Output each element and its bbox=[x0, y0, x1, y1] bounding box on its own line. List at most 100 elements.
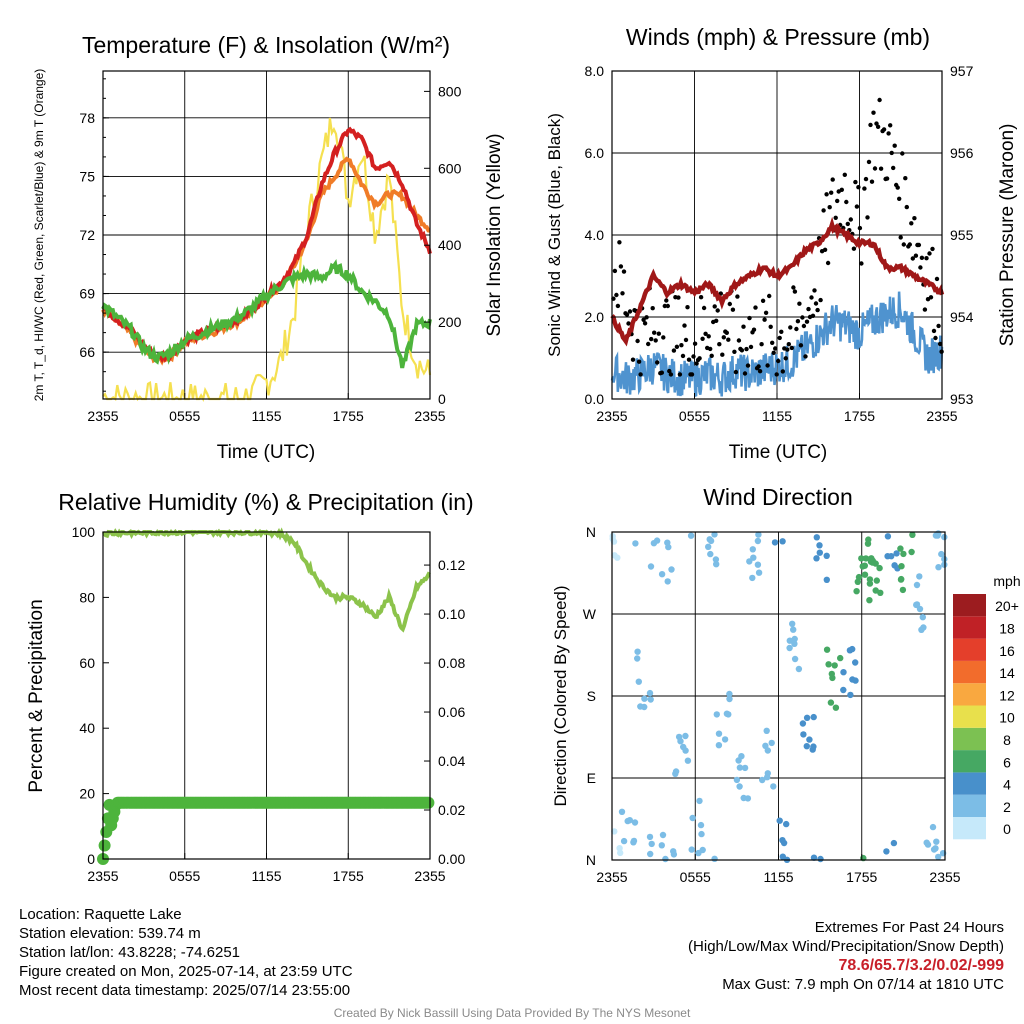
wind-direction-point bbox=[816, 549, 823, 556]
wind-direction-point bbox=[891, 562, 898, 569]
gust-point bbox=[927, 251, 932, 256]
gust-point bbox=[798, 343, 804, 348]
wind-direction-point bbox=[941, 533, 948, 541]
colorbar-swatch bbox=[953, 638, 986, 661]
wind-direction-point bbox=[713, 711, 720, 718]
wind-direction-point bbox=[849, 645, 856, 653]
y-tick-label-right: 957 bbox=[950, 63, 974, 79]
wind-direction-point bbox=[768, 739, 775, 747]
gust-point bbox=[759, 342, 764, 347]
gust-point bbox=[689, 372, 695, 377]
wind-direction-point bbox=[862, 555, 870, 562]
wind-direction-point bbox=[791, 655, 799, 663]
wind-direction-point bbox=[872, 587, 879, 594]
wind-direction-point bbox=[659, 831, 667, 839]
gust-point bbox=[706, 334, 711, 339]
wind-direction-point bbox=[634, 655, 641, 662]
gust-point bbox=[795, 319, 801, 324]
x-tick-label: 1755 bbox=[333, 408, 364, 424]
colorbar-label: 18 bbox=[999, 620, 1015, 636]
gust-point bbox=[717, 342, 722, 347]
gust-point bbox=[676, 295, 681, 300]
wind-direction-point bbox=[935, 564, 942, 571]
wind-direction-point bbox=[647, 563, 655, 570]
max-gust: Max Gust: 7.9 mph On 07/14 at 1810 UTC bbox=[722, 976, 1004, 993]
gust-point bbox=[683, 337, 689, 343]
gust-point bbox=[924, 256, 929, 261]
colorbar-swatch bbox=[953, 727, 986, 751]
y-tick-label: 80 bbox=[79, 589, 95, 605]
gust-point bbox=[833, 215, 838, 220]
wind-direction-point bbox=[817, 855, 824, 863]
wind-direction-point bbox=[916, 605, 924, 613]
wind-direction-point bbox=[749, 574, 756, 582]
y-tick-label-right: 0.06 bbox=[438, 704, 465, 720]
gust-point bbox=[818, 297, 823, 303]
y-tick-label-right: 0.10 bbox=[438, 606, 465, 622]
gust-point bbox=[736, 338, 742, 343]
wind-direction-point bbox=[803, 714, 811, 721]
wind-direction-point bbox=[646, 833, 654, 841]
humidity-ticks: 2355 0555 1155 1755 23550204060801000.000.02… bbox=[72, 524, 466, 884]
gust-point bbox=[779, 329, 784, 334]
x-tick-label: 2355 bbox=[414, 408, 445, 424]
gust-point bbox=[664, 298, 669, 303]
extremes-values: 78.6/65.7/3.2/0.02/-999 bbox=[838, 957, 1004, 974]
gust-point bbox=[842, 172, 847, 177]
x-tick-label: 1155 bbox=[251, 408, 281, 424]
wind-direction-point bbox=[696, 797, 703, 805]
gust-point bbox=[866, 159, 872, 165]
extremes-heading: Extremes For Past 24 Hours bbox=[814, 919, 1004, 936]
gust-point bbox=[697, 356, 702, 361]
gust-point bbox=[936, 323, 941, 329]
gust-point bbox=[777, 335, 782, 341]
colorbar-label: 10 bbox=[999, 710, 1015, 726]
gust-point bbox=[827, 205, 832, 210]
y-tick-label: 0.0 bbox=[585, 391, 605, 407]
wind-direction-point bbox=[759, 776, 766, 784]
gust-point bbox=[928, 295, 934, 300]
gust-point bbox=[680, 353, 686, 359]
wind-direction-point bbox=[770, 783, 777, 790]
direction-tick-label: N bbox=[586, 852, 596, 868]
gust-point bbox=[721, 335, 726, 340]
precipitation-point bbox=[98, 839, 111, 852]
data-timestamp: Most recent data timestamp: 2025/07/14 2… bbox=[19, 982, 351, 999]
gust-point bbox=[732, 349, 737, 354]
wind-direction-point bbox=[733, 776, 741, 784]
winds-grid bbox=[612, 71, 942, 399]
y-tick-label-right: 400 bbox=[438, 237, 462, 253]
gust-point bbox=[677, 372, 683, 377]
wind-direction-point bbox=[711, 855, 718, 862]
x-tick-label: 1155 bbox=[251, 868, 281, 884]
wind-direction-point bbox=[884, 553, 891, 560]
wind-direction-point bbox=[795, 665, 803, 673]
gust-point bbox=[652, 330, 657, 335]
wind-direction-point bbox=[853, 588, 860, 595]
colorbar-label: 14 bbox=[999, 665, 1015, 681]
wind-direction-point bbox=[689, 814, 696, 822]
gust-point bbox=[888, 123, 893, 128]
wind-direction-point bbox=[668, 566, 675, 573]
wind-direction-point bbox=[932, 532, 940, 539]
gust-point bbox=[848, 217, 853, 222]
wind-direction-point bbox=[941, 561, 948, 568]
x-tick-label: 0555 bbox=[169, 408, 200, 424]
gust-point bbox=[726, 337, 731, 342]
extremes-subheading: (High/Low/Max Wind/Precipitation/Snow De… bbox=[688, 938, 1004, 955]
gust-point bbox=[806, 306, 811, 312]
wind-direction-point bbox=[791, 635, 798, 643]
gust-point bbox=[747, 315, 752, 321]
wind-direction-point bbox=[810, 713, 817, 721]
wind-direction-point bbox=[913, 581, 921, 589]
wind-direction-point bbox=[754, 537, 762, 545]
wind-direction-point bbox=[800, 731, 807, 738]
dewpoint-line bbox=[101, 258, 432, 369]
gust-point bbox=[753, 305, 758, 310]
gust-point bbox=[822, 247, 828, 252]
gust-point bbox=[674, 344, 680, 349]
gust-point bbox=[700, 336, 705, 341]
pressure-ylabel-right: Station Pressure (Maroon) bbox=[997, 124, 1018, 347]
gust-point bbox=[812, 288, 817, 293]
wind-direction-point bbox=[810, 854, 818, 861]
